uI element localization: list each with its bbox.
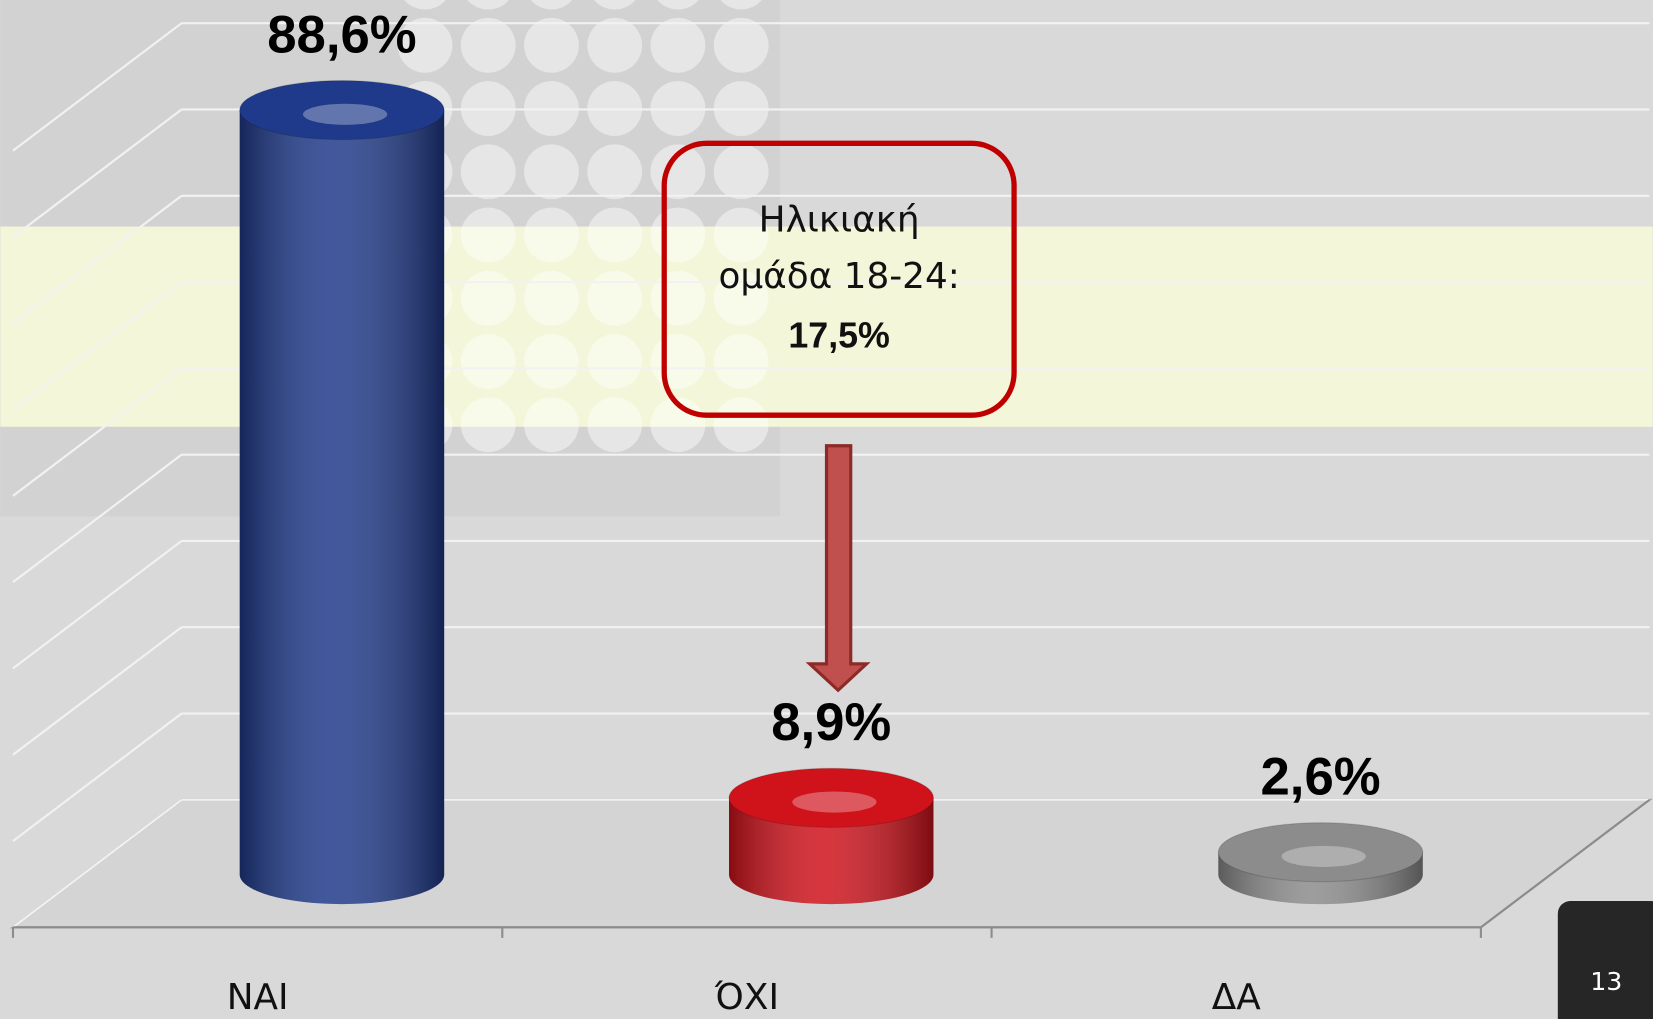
dot <box>587 270 643 326</box>
value-label: 2,6% <box>1261 747 1381 806</box>
annotation: Ηλικιακή ομάδα 18-24: 17,5% <box>661 140 1017 693</box>
grid-side <box>12 453 183 583</box>
dot <box>657 0 699 10</box>
annotation-box <box>661 140 1017 418</box>
dot <box>460 334 516 389</box>
dot <box>404 0 446 10</box>
dot <box>713 397 769 453</box>
grid-side <box>12 712 183 842</box>
grid-side <box>12 22 183 152</box>
annotation-value: 17,5% <box>788 316 890 356</box>
dot <box>460 207 516 263</box>
dot <box>460 17 516 73</box>
x-tick-label: ΌΧΙ <box>714 977 779 1018</box>
bar <box>239 80 445 905</box>
x-tick-label: ΔΑ <box>1212 977 1261 1018</box>
grid-side <box>12 108 183 238</box>
bar-highlight <box>1281 845 1366 867</box>
dot <box>593 0 636 10</box>
plot: 88,6% ΝΑΙ 8,9% ΌΧΙ 2,6% ΔΑ <box>9 5 1653 1018</box>
dot <box>460 270 516 326</box>
dot <box>524 397 579 453</box>
dot <box>713 144 769 200</box>
dot <box>650 270 706 326</box>
bar <box>1217 822 1424 905</box>
x-axis-side <box>1480 798 1651 929</box>
bar-shade <box>729 797 934 905</box>
dot <box>587 17 643 73</box>
dot <box>720 0 762 10</box>
dot <box>650 334 706 389</box>
dot <box>650 207 706 263</box>
bar-highlight <box>302 103 388 125</box>
dot <box>587 397 643 453</box>
dot <box>397 17 453 73</box>
dot <box>460 144 516 200</box>
value-label: 8,9% <box>771 693 891 752</box>
arrow <box>805 444 871 693</box>
grid-side <box>12 798 183 929</box>
annotation-text: ομάδα 18-24: <box>718 256 959 297</box>
dot <box>524 334 579 389</box>
bar-shade <box>239 110 445 905</box>
grid-line <box>12 22 1650 152</box>
page-box <box>1557 900 1653 1019</box>
bar-top <box>239 80 445 141</box>
bar-top <box>728 767 934 828</box>
dot <box>650 17 706 73</box>
dot <box>713 270 769 326</box>
dot <box>524 17 579 73</box>
grid-side <box>12 626 183 756</box>
dot <box>530 0 573 10</box>
dot <box>713 334 769 389</box>
dot <box>587 334 643 389</box>
bar <box>728 767 934 905</box>
dot <box>524 144 579 200</box>
dot <box>713 207 769 263</box>
grid-side <box>12 281 183 411</box>
dot <box>713 17 769 73</box>
dot <box>587 144 643 200</box>
grid-side <box>12 540 183 670</box>
page-number: 13 <box>1590 967 1622 996</box>
bar-highlight <box>792 791 877 813</box>
dot <box>524 270 579 326</box>
bar-top <box>1217 822 1424 883</box>
dot <box>467 0 509 10</box>
x-tick-label: ΝΑΙ <box>227 977 289 1018</box>
dot <box>460 397 516 453</box>
dot <box>587 207 643 263</box>
value-label: 88,6% <box>267 5 416 64</box>
annotation-text: Ηλικιακή <box>759 199 920 240</box>
grid-side <box>12 367 183 497</box>
dot <box>524 207 579 263</box>
grid-side <box>12 194 183 325</box>
